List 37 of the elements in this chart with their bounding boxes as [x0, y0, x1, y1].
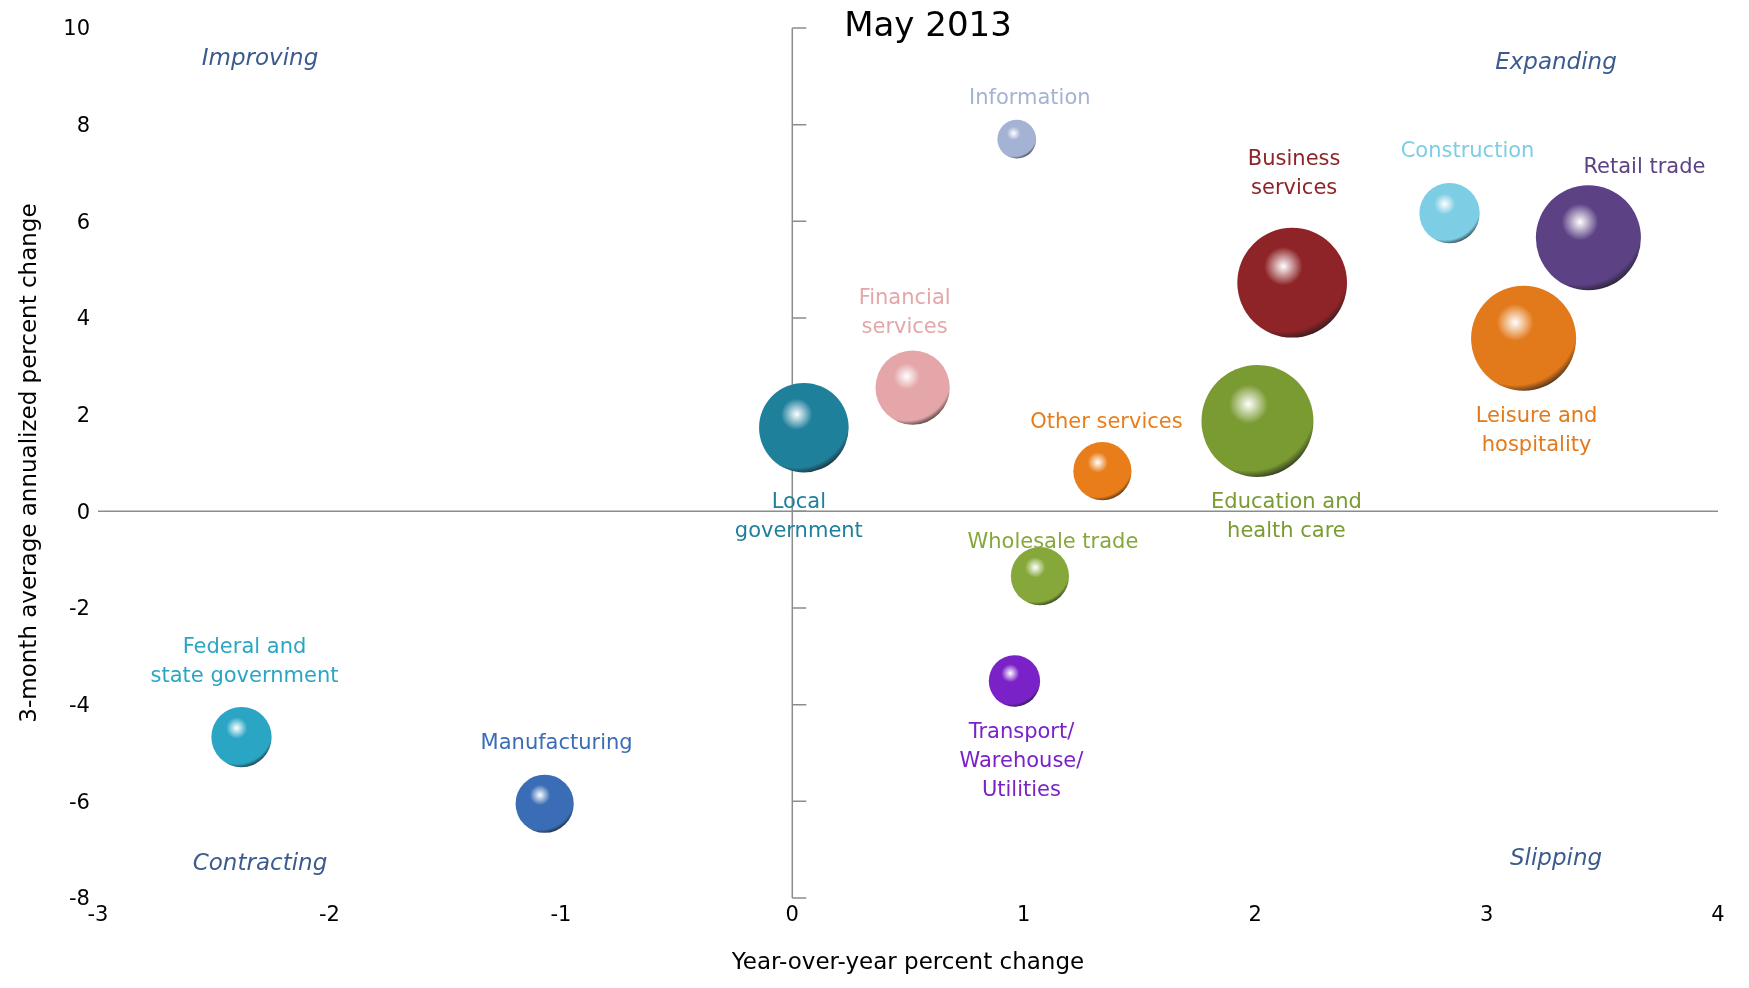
y-tick-label: -4: [69, 693, 90, 718]
x-tick-label: -1: [550, 901, 572, 926]
y-tick-label: 10: [63, 16, 90, 41]
annotation: Improving: [201, 43, 319, 70]
series-label: Wholesale trade: [967, 529, 1139, 554]
x-tick-label: -2: [318, 901, 340, 926]
series-label: Transport/ Warehouse/ Utilities: [959, 718, 1085, 801]
series-label: Education and health care: [1211, 489, 1362, 543]
annotation: Slipping: [1509, 844, 1603, 871]
y-tick-label: 2: [76, 403, 90, 428]
x-tick-label: 1: [1017, 901, 1031, 926]
series-label: Other services: [1030, 409, 1183, 434]
chart-title: May 2013: [844, 4, 1012, 44]
y-axis-title: 3-month average annualized percent change: [15, 203, 42, 723]
y-tick-label: -6: [69, 789, 90, 814]
x-axis-title: Year-over-year percent change: [730, 948, 1085, 974]
y-tick-label: 6: [76, 209, 90, 234]
x-tick-label: 2: [1248, 901, 1262, 926]
series-label: Leisure and hospitality: [1475, 402, 1598, 456]
y-tick-label: 0: [76, 499, 90, 524]
series-label: Financial services: [858, 285, 951, 339]
y-tick-label: 4: [76, 306, 90, 331]
series-label: Local government: [734, 489, 863, 543]
series-label: Manufacturing: [480, 729, 633, 754]
x-tick-label: 0: [785, 901, 799, 926]
x-tick-label: 4: [1711, 901, 1725, 926]
text: Federal and state government: [150, 633, 339, 687]
series-label: Business services: [1247, 146, 1341, 200]
y-tick-label: -8: [69, 886, 90, 911]
series-label: Retail trade: [1583, 153, 1706, 178]
annotation: Contracting: [192, 848, 328, 875]
x-tick-label: 3: [1479, 901, 1494, 926]
annotation: Expanding: [1495, 48, 1617, 75]
series-label: Construction: [1400, 138, 1535, 163]
series-label: Information: [968, 85, 1091, 110]
y-tick-label: -2: [69, 596, 90, 621]
y-tick-label: 8: [76, 113, 90, 138]
